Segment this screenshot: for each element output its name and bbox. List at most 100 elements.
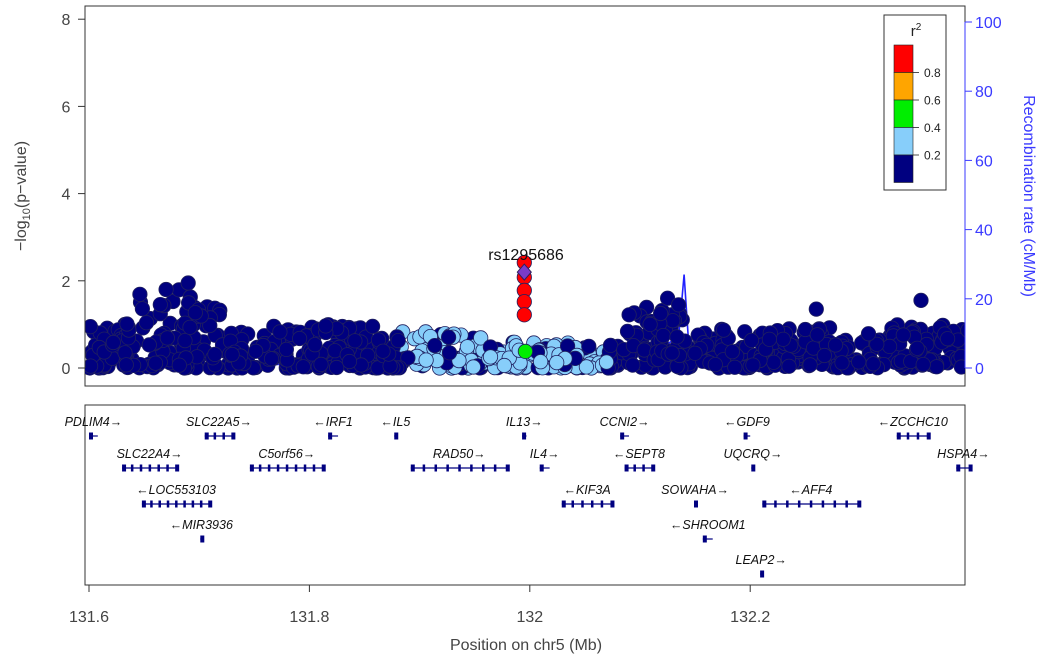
gene-rad50: RAD50→ xyxy=(410,447,510,472)
gene-exon xyxy=(231,432,236,440)
gene-aff4: ←AFF4 xyxy=(762,483,862,508)
snp-point xyxy=(939,331,956,347)
snp-point xyxy=(664,345,680,361)
gene-label: RAD50→ xyxy=(433,447,486,461)
snp-point xyxy=(745,357,761,373)
gene-label: HSPA4→ xyxy=(937,447,990,461)
gene-label: ←GDF9 xyxy=(724,415,770,429)
snp-point xyxy=(913,292,929,308)
snp-point xyxy=(159,330,175,346)
snp-point xyxy=(347,333,363,349)
gene-exon xyxy=(204,432,209,440)
snp-point xyxy=(549,354,565,371)
gene-exon xyxy=(743,432,748,440)
y-tick-label: 0 xyxy=(62,361,71,378)
x-tick-label: 131.6 xyxy=(69,609,109,626)
legend: r2 0.8 0.6 0.4 0.2 xyxy=(883,14,947,191)
gene-label: SLC22A4→ xyxy=(117,447,183,461)
gene-exon xyxy=(148,464,152,472)
y-axis-title: −log10(p−value) xyxy=(13,141,33,251)
gene-exon xyxy=(581,500,584,508)
snp-point xyxy=(895,327,911,343)
snp-point xyxy=(180,275,196,291)
gene-exon xyxy=(267,464,271,472)
snp-point-highlight xyxy=(516,294,532,310)
gene-exon xyxy=(191,500,195,508)
snp-point xyxy=(307,337,323,353)
gene-label: ←ZCCHC10 xyxy=(878,415,948,429)
snp-point xyxy=(132,286,148,302)
snp-point xyxy=(670,297,687,313)
gene-exon xyxy=(610,500,615,508)
snp-point xyxy=(441,345,458,361)
snp-point xyxy=(909,340,925,356)
snp-point xyxy=(851,354,867,370)
gene-label: ←LOC553103 xyxy=(136,483,216,497)
gene-slc22a5: SLC22A5→ xyxy=(186,415,252,440)
gene-exon xyxy=(968,464,973,472)
x-axis-title: Position on chr5 (Mb) xyxy=(450,637,602,654)
snp-point xyxy=(642,316,658,332)
gene-exon xyxy=(561,500,566,508)
snp-point xyxy=(860,326,877,342)
snp-point xyxy=(827,337,844,353)
snp-point xyxy=(400,350,416,366)
gene-exon xyxy=(175,500,178,508)
gene-pdlim4: PDLIM4→ xyxy=(65,415,122,440)
snp-point xyxy=(581,338,597,354)
y-tick-label: 8 xyxy=(62,12,71,29)
gene-exon xyxy=(797,500,801,508)
gene-exon xyxy=(258,464,262,472)
gene-label: IL4→ xyxy=(530,447,560,461)
snp-point xyxy=(85,358,99,374)
gene-kif3a: ←KIF3A xyxy=(561,483,615,508)
snp-point xyxy=(138,315,155,331)
gene-exon xyxy=(916,432,920,440)
x-tick-label: 132.2 xyxy=(730,609,770,626)
gene-label: IL13→ xyxy=(506,415,543,429)
snp-point xyxy=(118,357,134,373)
snp-point xyxy=(147,355,164,371)
snp-point xyxy=(915,356,931,373)
x-tick-label: 132 xyxy=(516,609,543,626)
gene-exon xyxy=(857,500,862,508)
snp-point xyxy=(291,330,308,347)
snp-point xyxy=(928,359,945,375)
gene-hspa4: HSPA4→ xyxy=(937,447,990,472)
snp-point xyxy=(808,301,824,317)
snp-point xyxy=(816,347,833,364)
gene-exon xyxy=(183,500,186,508)
legend-label: 0.4 xyxy=(924,121,941,135)
snp-point xyxy=(775,331,791,347)
snp-point xyxy=(802,357,818,373)
gene-exon xyxy=(821,500,825,508)
snp-point xyxy=(465,359,481,375)
gene-exon xyxy=(89,432,93,440)
snp-point xyxy=(418,352,434,368)
gene-exon xyxy=(906,432,910,440)
gene-exon xyxy=(294,464,298,472)
gene-exon xyxy=(328,432,333,440)
gene-label: ←IRF1 xyxy=(313,415,353,429)
y2-tick-label: 20 xyxy=(975,292,993,309)
gene-exon xyxy=(760,570,765,578)
gene-leap2: LEAP2→ xyxy=(736,553,787,578)
snp-point xyxy=(440,329,457,345)
gene-exon xyxy=(809,500,813,508)
snp-point xyxy=(177,332,193,349)
gene-il5: ←IL5 xyxy=(380,415,410,440)
y2-tick-label: 100 xyxy=(975,15,1002,32)
snp-point xyxy=(119,316,135,332)
snp-point xyxy=(427,337,443,354)
snp-point xyxy=(865,356,881,372)
y2-tick-label: 0 xyxy=(975,361,984,378)
snp-point xyxy=(652,305,669,322)
gene-exon xyxy=(276,464,280,472)
snp-point xyxy=(621,307,637,323)
lead-snp-label: rs1295686 xyxy=(488,247,564,264)
snp-point xyxy=(834,355,850,371)
gene-exon xyxy=(150,500,153,508)
gene-exon xyxy=(624,464,629,472)
gene-il13: IL13→ xyxy=(506,415,543,440)
